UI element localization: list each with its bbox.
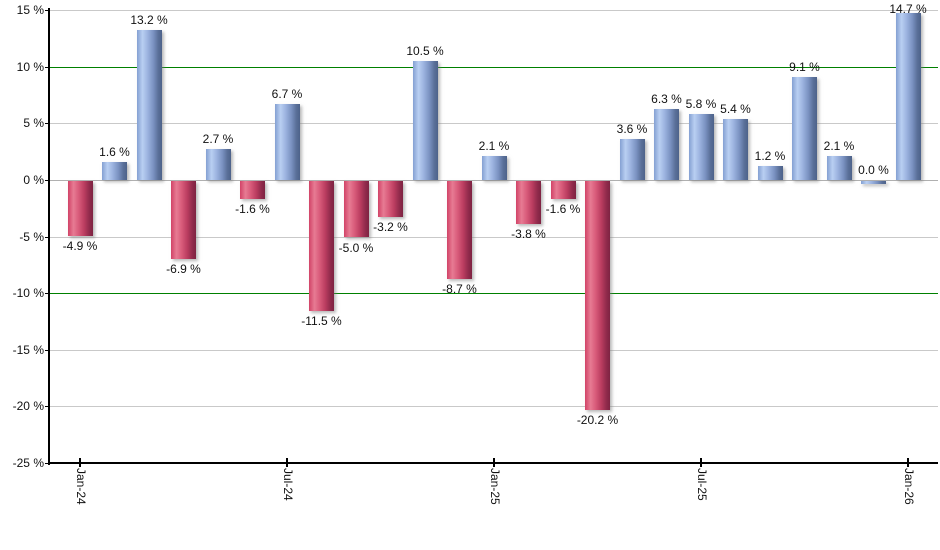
bar-month-11 bbox=[412, 61, 438, 180]
bar-value-label: -1.6 % bbox=[545, 202, 581, 216]
reference-line-10pct bbox=[50, 66, 938, 68]
bar-month-7 bbox=[274, 104, 300, 180]
bar-value-label: -3.8 % bbox=[511, 226, 546, 241]
x-axis-tick-mark bbox=[79, 458, 81, 467]
y-axis-tick-label: -10 % bbox=[12, 286, 44, 301]
bar-value-label: -20.2 % bbox=[576, 412, 619, 427]
x-axis-tick-label: Jul-25 bbox=[695, 468, 709, 501]
bar-value-label: 0.0 % bbox=[858, 162, 889, 177]
gridline-5pct bbox=[50, 123, 938, 125]
y-axis-tick-label: 15 % bbox=[16, 3, 44, 17]
bar-month-17 bbox=[619, 139, 645, 180]
y-axis-line bbox=[48, 8, 50, 465]
x-axis-tick-mark bbox=[286, 458, 288, 467]
bar-value-label: 6.7 % bbox=[271, 87, 303, 101]
gridline--5pct bbox=[50, 236, 938, 238]
bar-month-9 bbox=[343, 180, 369, 238]
x-axis-tick-mark bbox=[700, 458, 702, 467]
bar-value-label: -3.2 % bbox=[373, 220, 408, 235]
bar-month-22 bbox=[792, 76, 817, 180]
bar-month-15 bbox=[550, 180, 576, 199]
bar-month-14 bbox=[516, 180, 541, 224]
bar-value-label: 6.3 % bbox=[651, 91, 682, 106]
y-axis-tick-mark bbox=[45, 10, 50, 11]
y-axis-tick-label: -25 % bbox=[12, 456, 44, 470]
bar-value-label: -11.5 % bbox=[301, 314, 342, 329]
bar-month-21 bbox=[757, 166, 783, 180]
bar-value-label: 14.7 % bbox=[889, 2, 927, 16]
y-axis-tick-mark bbox=[45, 463, 50, 464]
y-axis-tick-mark bbox=[45, 66, 50, 68]
bar-month-5 bbox=[205, 149, 231, 180]
y-axis-tick-mark bbox=[45, 293, 50, 295]
bar-month-18 bbox=[654, 108, 679, 180]
y-axis-tick-mark bbox=[45, 236, 50, 238]
y-axis-tick-label: 0 % bbox=[23, 172, 44, 187]
gridline--20pct bbox=[50, 406, 938, 408]
bar-month-23 bbox=[826, 156, 852, 180]
bar-month-4 bbox=[171, 180, 196, 259]
bar-value-label: 1.2 % bbox=[754, 149, 786, 164]
bar-value-label: 5.4 % bbox=[720, 101, 751, 116]
bar-value-label: 5.8 % bbox=[685, 97, 717, 112]
bar-month-13 bbox=[481, 156, 507, 180]
y-axis-tick-mark bbox=[45, 349, 50, 351]
gridline-15pct bbox=[50, 10, 938, 11]
y-axis-tick-label: -20 % bbox=[12, 399, 44, 414]
bar-value-label: 10.5 % bbox=[406, 44, 444, 58]
bar-value-label: -5.0 % bbox=[338, 240, 374, 255]
bar-value-label: 2.1 % bbox=[823, 139, 855, 154]
y-axis-tick-label: 5 % bbox=[23, 116, 44, 131]
x-axis-tick-label: Jul-24 bbox=[281, 468, 295, 501]
bar-month-3 bbox=[136, 30, 162, 180]
bar-value-label: -1.6 % bbox=[235, 202, 270, 216]
y-axis-tick-label: 10 % bbox=[16, 59, 44, 74]
gridline--15pct bbox=[50, 349, 938, 351]
y-axis-tick-mark bbox=[45, 123, 50, 125]
y-axis-tick-mark bbox=[45, 179, 50, 181]
y-axis-tick-label: -5 % bbox=[19, 229, 44, 244]
bar-month-8 bbox=[309, 180, 334, 312]
zero-gridline bbox=[50, 179, 938, 181]
reference-line--10pct bbox=[50, 293, 938, 295]
bar-value-label: 1.6 % bbox=[99, 144, 130, 159]
bar-month-25 bbox=[895, 13, 921, 180]
bar-month-16 bbox=[585, 180, 610, 410]
bar-month-24 bbox=[861, 180, 886, 184]
bar-value-label: 2.7 % bbox=[202, 132, 234, 147]
bar-month-6 bbox=[240, 180, 265, 199]
bar-value-label: 3.6 % bbox=[616, 122, 648, 137]
bar-value-label: 9.1 % bbox=[789, 59, 820, 74]
bar-value-label: -6.9 % bbox=[166, 262, 201, 276]
bar-month-1 bbox=[67, 180, 93, 237]
bar-month-10 bbox=[378, 180, 403, 218]
bar-value-label: -4.9 % bbox=[62, 239, 98, 254]
bar-value-label: 2.1 % bbox=[478, 139, 510, 154]
bar-month-20 bbox=[723, 118, 748, 180]
bar-value-label: 13.2 % bbox=[130, 13, 168, 28]
bar-month-2 bbox=[102, 161, 127, 180]
x-axis-tick-label: Jan-25 bbox=[488, 468, 502, 505]
x-axis-tick-label: Jan-24 bbox=[74, 468, 88, 505]
bar-value-label: -8.7 % bbox=[442, 282, 477, 297]
bar-month-12 bbox=[447, 180, 472, 280]
x-axis-tick-mark bbox=[493, 458, 495, 467]
bar-month-19 bbox=[688, 114, 714, 180]
y-axis-tick-label: -15 % bbox=[12, 342, 44, 357]
y-axis-tick-mark bbox=[45, 406, 50, 408]
x-axis-tick-label: Jan-26 bbox=[902, 468, 916, 505]
x-axis-tick-mark bbox=[907, 458, 909, 467]
